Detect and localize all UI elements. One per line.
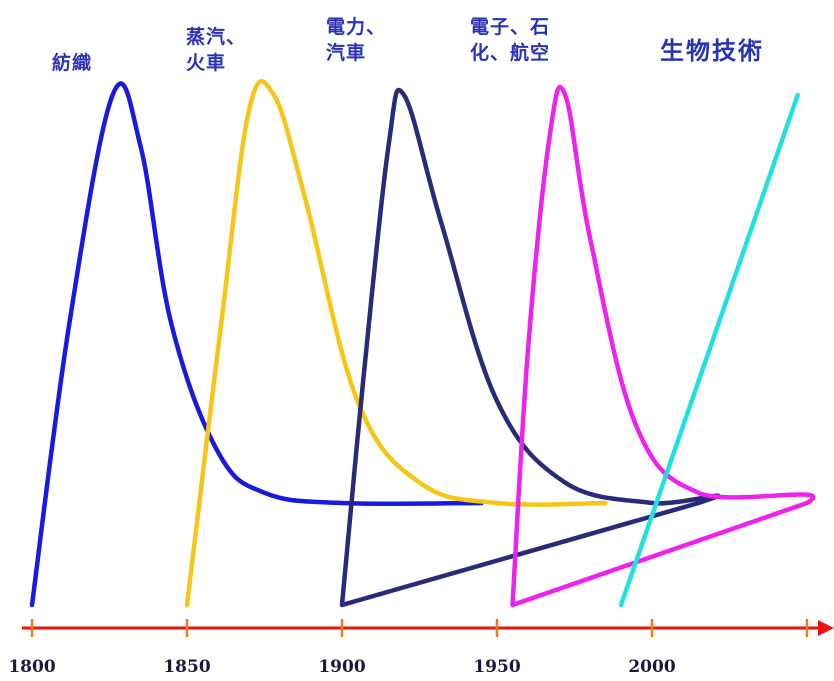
series-line-4 [510, 84, 816, 608]
x-tick-label: 1800 [8, 657, 55, 677]
wave-label-1: 紡織 [52, 50, 92, 76]
wave-label-line: 蒸汽、 [186, 26, 247, 48]
x-tick-label: 2000 [628, 657, 675, 677]
x-axis-arrowhead [818, 620, 834, 636]
series-line-1 [29, 81, 484, 608]
series-line-5 [618, 92, 800, 608]
wave-label-line: 電子、石 [470, 16, 551, 38]
series-line-2 [184, 79, 608, 608]
wave-label-2: 蒸汽、 火車 [186, 24, 246, 76]
x-tick-label: 1900 [318, 657, 365, 677]
wave-label-line: 化、航空 [470, 42, 551, 64]
series-curves [29, 79, 816, 608]
wave-label-line: 生物技術 [660, 37, 764, 65]
wave-label-4: 電子、石 化、航空 [470, 14, 550, 66]
wave-label-3: 電力、 汽車 [326, 14, 386, 66]
series-line-3 [339, 87, 721, 608]
wave-label-5: 生物技術 [660, 38, 764, 64]
wave-label-line: 紡織 [52, 52, 93, 74]
wave-label-line: 火車 [186, 52, 227, 74]
wave-label-line: 電力、 [326, 16, 387, 38]
x-tick-label: 1850 [163, 657, 210, 677]
x-axis: 1800 1850 1900 1950 2000 [8, 619, 834, 677]
wave-label-line: 汽車 [326, 42, 367, 64]
x-tick-label: 1950 [473, 657, 520, 677]
